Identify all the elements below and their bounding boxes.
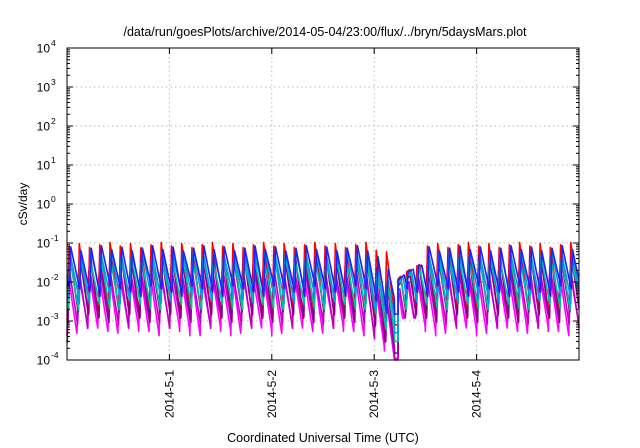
y-tick-label: 10 — [37, 81, 51, 95]
x-axis-title: Coordinated Universal Time (UTC) — [227, 431, 419, 445]
y-tick-label-base: 10 — [37, 159, 51, 173]
y-tick-label-base: 10 — [37, 276, 51, 290]
y-tick-label-base: 10 — [37, 354, 51, 368]
y-tick-label-base: 10 — [37, 120, 51, 134]
y-tick-label: 10 — [37, 354, 51, 368]
y-tick-label-exponent: 4 — [51, 38, 56, 48]
y-tick-label-exponent: -4 — [51, 350, 59, 360]
y-tick-label: 10 — [37, 159, 51, 173]
y-tick-label-base: 10 — [37, 198, 51, 212]
y-axis-title: cSv/day — [16, 183, 30, 226]
y-tick-label-exponent: -2 — [51, 272, 59, 282]
y-tick-label-base: 10 — [37, 42, 51, 56]
x-tick-label: 2014-5-3 — [367, 370, 381, 418]
y-tick-label: 10 — [37, 42, 51, 56]
y-tick-label-base: 10 — [37, 315, 51, 329]
y-tick-label-exponent: 1 — [51, 155, 56, 165]
x-tick-label: 2014-5-4 — [470, 370, 484, 418]
y-tick-label-exponent: 0 — [51, 194, 56, 204]
y-tick-label: 10 — [37, 198, 51, 212]
x-tick-label: 2014-5-2 — [265, 370, 279, 418]
y-tick-label-exponent: 3 — [51, 77, 56, 87]
chart-title: /data/run/goesPlots/archive/2014-05-04/2… — [123, 25, 527, 39]
x-tick-label: 2014-5-1 — [162, 370, 176, 418]
series-line — [66, 245, 580, 315]
y-tick-label-exponent: -1 — [51, 233, 59, 243]
y-tick-label-base: 10 — [37, 237, 51, 251]
y-tick-label-base: 10 — [37, 81, 51, 95]
series-layer — [66, 241, 580, 361]
y-tick-label: 10 — [37, 237, 51, 251]
y-tick-label: 10 — [37, 276, 51, 290]
y-tick-label: 10 — [37, 120, 51, 134]
y-tick-label: 10 — [37, 315, 51, 329]
y-tick-label-exponent: 2 — [51, 116, 56, 126]
y-tick-label-exponent: -3 — [51, 311, 59, 321]
